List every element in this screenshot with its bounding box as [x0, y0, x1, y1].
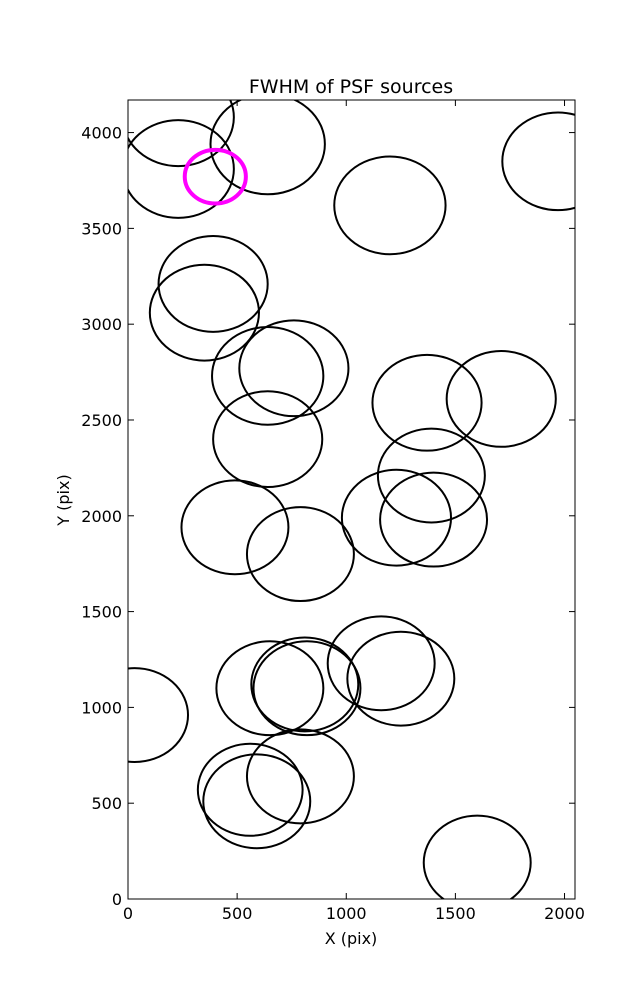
source-circle-7 [148, 263, 260, 362]
source-circle-6 [157, 235, 269, 333]
x-tick-label-2000: 2000 [544, 904, 585, 923]
source-circle-5 [501, 111, 575, 212]
source-circle-18 [128, 667, 190, 763]
y-axis: 0 500 1000 1500 2000 2500 3000 3500 4000 [81, 124, 575, 909]
source-circle-12 [445, 350, 557, 448]
source-circle-13 [376, 427, 486, 524]
y-tick-label-1000: 1000 [81, 698, 122, 717]
source-circle-14 [340, 468, 453, 567]
chart-title: FWHM of PSF sources [249, 76, 453, 98]
y-tick-label-1500: 1500 [81, 603, 122, 622]
source-circle-19 [215, 640, 325, 737]
y-tick-label-0: 0 [112, 890, 122, 909]
x-tick-label-500: 500 [222, 904, 253, 923]
x-tick-label-0: 0 [123, 904, 133, 923]
source-circle-9 [238, 319, 350, 418]
source-circle-25 [202, 753, 312, 850]
x-tick-label-1500: 1500 [435, 904, 476, 923]
highlighted-source-circle [182, 147, 248, 206]
source-circle-2 [128, 119, 235, 219]
x-axis-label: X (pix) [325, 929, 378, 948]
source-circle-3 [209, 100, 326, 196]
y-tick-label-500: 500 [91, 794, 122, 813]
y-tick-label-4000: 4000 [81, 124, 122, 143]
source-circle-15 [379, 471, 489, 568]
source-circle-4 [333, 155, 447, 256]
source-circle-26 [245, 728, 355, 825]
plot-frame [127, 99, 576, 900]
source-circle-22 [326, 615, 436, 712]
source-circle-27 [422, 814, 532, 899]
source-circle-16 [180, 479, 290, 576]
source-circle-21 [252, 640, 362, 737]
x-tick-label-1000: 1000 [326, 904, 367, 923]
source-circle-1 [128, 100, 235, 168]
source-circle-23 [346, 630, 456, 727]
source-circle-11 [371, 353, 483, 452]
source-circle-10 [212, 390, 324, 489]
y-tick-label-3000: 3000 [81, 315, 122, 334]
circles-layer [128, 100, 575, 899]
source-circle-17 [245, 506, 355, 603]
y-axis-label: Y (pix) [54, 474, 73, 526]
x-axis: 0 500 1000 1500 2000 [123, 100, 585, 923]
y-tick-label-2000: 2000 [81, 507, 122, 526]
y-tick-label-3500: 3500 [81, 219, 122, 238]
y-tick-label-2500: 2500 [81, 411, 122, 430]
source-circle-24 [196, 742, 304, 837]
source-circle-20 [250, 636, 360, 733]
